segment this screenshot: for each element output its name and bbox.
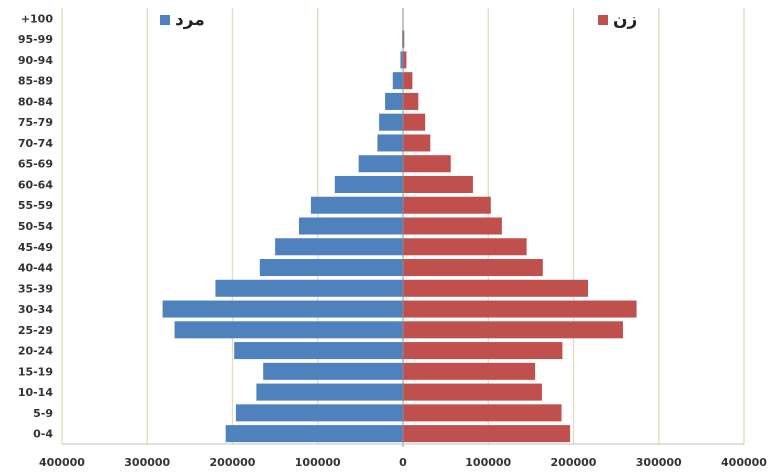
category-label-35-39: 35-39	[18, 282, 53, 295]
category-label-40-44: 40-44	[18, 262, 54, 275]
category-label-0-4: 0-4	[33, 428, 53, 441]
x-tick-label-8: 400000	[721, 456, 767, 469]
legend-male: مرد	[160, 10, 205, 30]
female-bar-70-74	[403, 134, 431, 152]
female-bar-75-79	[403, 113, 426, 131]
legend-male-label: مرد	[175, 10, 205, 30]
female-bar-90-94	[403, 51, 407, 69]
female-bar-45-49	[403, 238, 527, 256]
male-bar-20-24	[234, 342, 403, 360]
x-tick-label-0: 400000	[39, 456, 85, 469]
male-bar-45-49	[275, 238, 403, 256]
male-bar-35-39	[215, 279, 403, 297]
category-label-10-14: 10-14	[18, 386, 54, 399]
x-tick-label-7: 300000	[636, 456, 682, 469]
legend-female-swatch	[598, 15, 608, 25]
male-bar-80-84	[385, 92, 403, 110]
category-label-80-84: 80-84	[18, 95, 54, 108]
category-label-90-94: 90-94	[18, 54, 54, 67]
female-bar-20-24	[403, 342, 563, 360]
x-tick-label-1: 300000	[124, 456, 170, 469]
category-label-85-89: 85-89	[18, 75, 53, 88]
category-label-5-9: 5-9	[33, 407, 53, 420]
female-bar-35-39	[403, 279, 588, 297]
female-bar-10-14	[403, 383, 542, 401]
category-label-60-64: 60-64	[18, 178, 54, 191]
male-bar-0-4	[225, 425, 403, 443]
legend-male-swatch	[160, 15, 170, 25]
female-bar-25-29	[403, 321, 623, 339]
male-bar-60-64	[334, 175, 403, 193]
category-label-30-34: 30-34	[18, 303, 54, 316]
female-bar-15-19	[403, 362, 536, 380]
category-label-50-54: 50-54	[18, 220, 54, 233]
male-bar-10-14	[256, 383, 403, 401]
female-bar-55-59	[403, 196, 491, 214]
male-bar-65-69	[358, 155, 403, 173]
category-label-15-19: 15-19	[18, 365, 53, 378]
male-bar-75-79	[379, 113, 403, 131]
female-bar-0-4	[403, 425, 571, 443]
male-bar-50-54	[298, 217, 403, 235]
male-bar-40-44	[259, 259, 403, 277]
male-bar-85-89	[392, 72, 403, 90]
female-bar-85-89	[403, 72, 413, 90]
male-bar-30-34	[162, 300, 403, 318]
female-bar-40-44	[403, 259, 543, 277]
legend-female: زن	[598, 10, 637, 30]
male-bar-25-29	[174, 321, 403, 339]
x-tick-label-5: 100000	[465, 456, 511, 469]
x-tick-label-2: 200000	[210, 456, 256, 469]
male-bar-90-94	[400, 51, 403, 69]
x-tick-label-6: 200000	[551, 456, 597, 469]
legend-female-label: زن	[613, 10, 638, 30]
category-label-75-79: 75-79	[18, 116, 53, 129]
category-label-25-29: 25-29	[18, 324, 53, 337]
female-bar-95-99	[403, 30, 405, 48]
category-label-70-74: 70-74	[18, 137, 54, 150]
x-tick-label-3: 100000	[295, 456, 341, 469]
female-bar-50-54	[403, 217, 502, 235]
male-bar-70-74	[377, 134, 403, 152]
female-bar-5-9	[403, 404, 562, 422]
female-bar-80-84	[403, 92, 419, 110]
male-bar-15-19	[263, 362, 403, 380]
female-bar-65-69	[403, 155, 451, 173]
category-label-95-99: 95-99	[18, 33, 53, 46]
category-label-45-49: 45-49	[18, 241, 53, 254]
category-label-20-24: 20-24	[18, 345, 54, 358]
female-bar-30-34	[403, 300, 637, 318]
category-label-+100: +100	[21, 12, 54, 25]
category-label-55-59: 55-59	[18, 199, 53, 212]
category-label-65-69: 65-69	[18, 158, 53, 171]
male-bar-55-59	[310, 196, 403, 214]
x-tick-label-4: 0	[399, 456, 407, 469]
female-bar-60-64	[403, 175, 473, 193]
male-bar-5-9	[235, 404, 403, 422]
